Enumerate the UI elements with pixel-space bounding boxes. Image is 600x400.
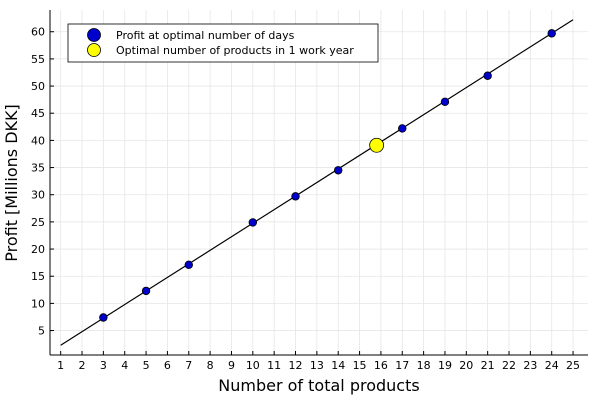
y-tick-label: 60	[31, 26, 45, 39]
y-tick-label: 40	[31, 134, 45, 147]
x-tick-label: 25	[566, 359, 580, 372]
x-tick-label: 17	[395, 359, 409, 372]
axes	[49, 10, 588, 356]
y-axis-title: Profit [Millions DKK]	[2, 104, 21, 262]
x-tick-label: 11	[267, 359, 281, 372]
legend-marker	[87, 43, 101, 57]
data-point	[291, 192, 300, 201]
data-point	[440, 97, 450, 107]
y-tick-label: 20	[31, 243, 45, 256]
x-tick-label: 2	[79, 359, 86, 372]
optimal-point	[369, 137, 385, 153]
x-tick-label: 10	[246, 359, 260, 372]
data-point	[141, 286, 151, 296]
x-tick-label: 7	[185, 359, 192, 372]
legend-marker	[87, 28, 101, 42]
y-tick-label: 10	[31, 297, 45, 310]
x-tick-label: 24	[545, 359, 559, 372]
data-point	[334, 166, 343, 175]
x-tick-label: 18	[417, 359, 431, 372]
x-tick-label: 16	[374, 359, 388, 372]
y-tick-label: 25	[31, 216, 45, 229]
data-point	[248, 218, 258, 227]
x-tick-label: 3	[100, 359, 107, 372]
x-tick-label: 8	[207, 359, 214, 372]
y-tick-label: 5	[38, 325, 45, 338]
x-tick-label: 6	[164, 359, 171, 372]
legend: Profit at optimal number of days Optimal …	[67, 23, 379, 63]
x-tick-label: 22	[502, 359, 516, 372]
y-tick-label: 45	[31, 107, 45, 120]
data-point	[398, 124, 407, 133]
data-point	[547, 29, 556, 38]
x-tick-label: 21	[481, 359, 495, 372]
x-tick-label: 20	[459, 359, 473, 372]
legend-label: Profit at optimal number of days	[116, 29, 295, 42]
data-point	[483, 71, 492, 80]
x-tick-label: 13	[310, 359, 324, 372]
x-tick-label: 19	[438, 359, 452, 372]
x-axis-title: Number of total products	[218, 376, 419, 395]
ticks: 1 2 3 4 5 6 7 8 9 10 11 12 13 14 15 16 17 18 19 20 21 22 23 24 2…	[31, 26, 580, 372]
y-tick-label: 30	[31, 189, 45, 202]
x-tick-label: 23	[523, 359, 537, 372]
x-tick-label: 9	[228, 359, 235, 372]
y-tick-label: 55	[31, 53, 45, 66]
x-tick-label: 4	[121, 359, 128, 372]
x-tick-label: 14	[331, 359, 345, 372]
x-tick-label: 1	[57, 359, 64, 372]
legend-label: Optimal number of products in 1 work yea…	[116, 44, 354, 57]
x-tick-label: 5	[143, 359, 150, 372]
y-tick-label: 15	[31, 270, 45, 283]
y-tick-label: 35	[31, 162, 45, 175]
legend-box	[67, 23, 379, 63]
data-point	[184, 260, 193, 270]
x-tick-label: 15	[353, 359, 367, 372]
y-tick-label: 50	[31, 80, 45, 93]
data-point	[99, 313, 108, 322]
plot-area	[60, 19, 574, 346]
x-tick-label: 12	[289, 359, 303, 372]
